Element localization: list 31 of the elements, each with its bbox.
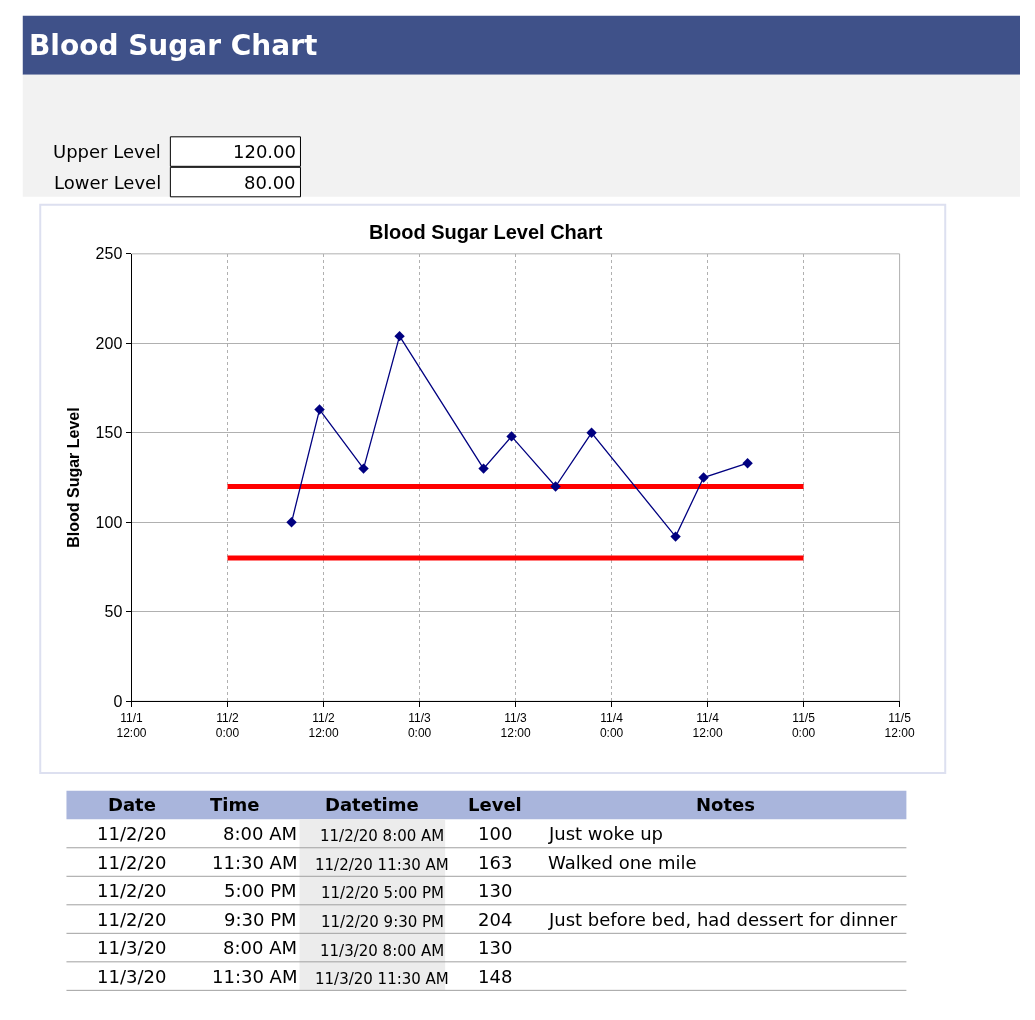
x-tick-label: 11/4 12:00 — [692, 710, 723, 741]
x-tick-label: 11/4 0:00 — [599, 710, 624, 741]
text: 11/2/20 8:00 AM 11/2/20 8:00 AM 100 Just woke up — [97, 823, 664, 845]
text: 11/2/20 11:30 AM 11/2/20 11:30 AM 163 Walked one mile — [97, 852, 697, 874]
y-tick-label: 150 — [95, 424, 123, 442]
x-tick-label: 11/1 12:00 — [116, 710, 147, 741]
y-axis-title: Blood Sugar Level — [64, 407, 82, 548]
y-tick-label: 100 — [95, 513, 123, 531]
text: Blood Sugar Chart — [29, 29, 318, 62]
x-tick-label: 11/3 12:00 — [500, 710, 531, 741]
y-tick-label: 0 — [113, 692, 123, 710]
y-tick-label: 50 — [104, 603, 123, 621]
text: Level — [468, 794, 522, 815]
text: Lower Level 80.00 — [54, 172, 296, 193]
text: 11/3/20 11:30 AM 11/3/20 11:30 AM 148 — [97, 966, 513, 988]
chart-title: Blood Sugar Level Chart — [369, 221, 603, 243]
x-tick-label: 11/3 0:00 — [407, 710, 432, 741]
text: 11/2/20 9:30 PM 11/2/20 9:30 PM 204 Just before bed, had dessert for dinner — [97, 909, 898, 931]
x-tick-label: 11/5 0:00 — [791, 710, 816, 741]
y-tick-label: 250 — [95, 245, 123, 263]
text: Date — [108, 794, 156, 815]
y-tick-label: 200 — [95, 334, 123, 352]
x-tick-label: 11/2 0:00 — [215, 710, 240, 741]
text: Notes — [696, 794, 755, 815]
text: Upper Level 120.00 — [53, 141, 296, 162]
x-tick-label: 11/5 12:00 — [884, 710, 915, 741]
text: 11/2/20 5:00 PM 11/2/20 5:00 PM 130 — [97, 880, 513, 902]
text: Time — [210, 794, 260, 815]
text: 11/3/20 8:00 AM 11/3/20 8:00 AM 130 — [97, 937, 513, 960]
text: Datetime — [325, 794, 419, 815]
x-tick-label: 11/2 12:00 — [308, 710, 339, 741]
